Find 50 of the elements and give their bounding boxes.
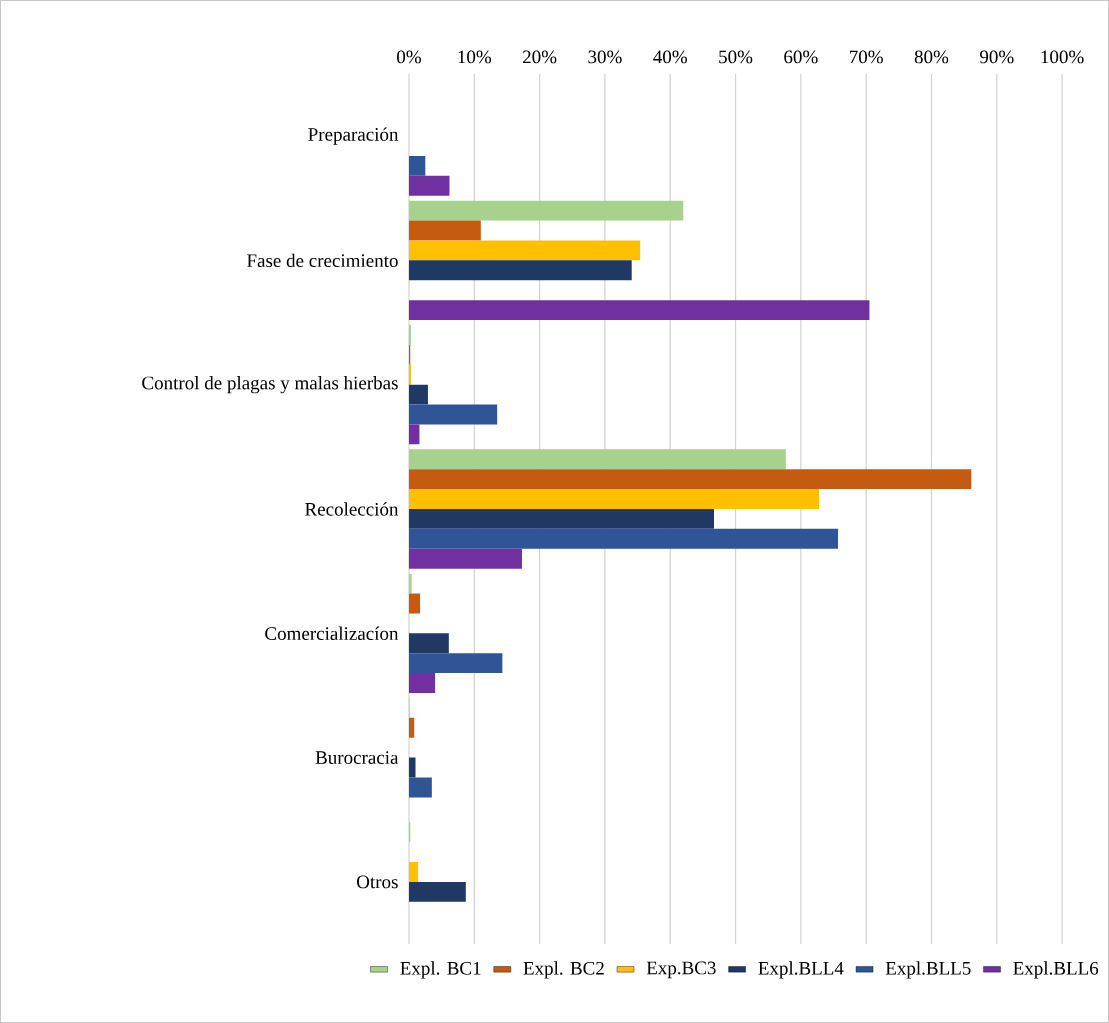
bar bbox=[408, 240, 641, 261]
x-tick-label: 60% bbox=[784, 50, 818, 64]
x-tick-label: 100% bbox=[1041, 50, 1084, 64]
bar bbox=[408, 384, 428, 405]
bar bbox=[408, 155, 426, 176]
x-tick-label: 50% bbox=[719, 50, 753, 64]
bar bbox=[408, 449, 786, 470]
bar bbox=[408, 777, 432, 798]
bar bbox=[408, 404, 498, 425]
legend-label: Expl.BLL5 bbox=[885, 961, 971, 979]
x-tick-label: 90% bbox=[979, 50, 1014, 64]
bar bbox=[408, 593, 421, 614]
bar bbox=[408, 424, 420, 445]
x-tick-label: 30% bbox=[588, 50, 622, 64]
y-tick-label: Otros bbox=[357, 875, 398, 889]
bar bbox=[408, 220, 481, 241]
bar bbox=[408, 469, 972, 490]
bar bbox=[408, 653, 503, 674]
x-tick-label: 70% bbox=[850, 50, 883, 64]
legend-label: Expl.BLL6 bbox=[1013, 961, 1099, 979]
bar bbox=[408, 862, 419, 882]
bar bbox=[408, 509, 714, 529]
bar bbox=[408, 489, 820, 509]
legend-label: Expl. BC2 bbox=[523, 961, 604, 979]
legend-label: Expl. BC1 bbox=[400, 961, 481, 979]
bar bbox=[408, 200, 684, 221]
bar bbox=[408, 673, 436, 693]
x-tick-label: 0% bbox=[397, 50, 421, 64]
bar bbox=[408, 573, 412, 594]
legend-label: Exp.BC3 bbox=[646, 961, 716, 979]
bar bbox=[408, 757, 416, 778]
x-tick-label: 80% bbox=[914, 50, 949, 64]
y-tick-label: Fase de crecimiento bbox=[247, 253, 398, 268]
legend-label: Expl.BLL4 bbox=[758, 961, 844, 979]
bar bbox=[408, 300, 870, 321]
y-tick-label: Burocracia bbox=[315, 751, 399, 764]
x-tick-label: 40% bbox=[653, 50, 687, 64]
bar bbox=[408, 717, 415, 738]
bar bbox=[408, 548, 522, 569]
bar bbox=[408, 175, 450, 196]
x-tick-label: 20% bbox=[523, 50, 557, 64]
y-tick-label: Control de plagas y malas hierbas bbox=[142, 376, 398, 394]
y-tick-label: Recolección bbox=[305, 502, 399, 516]
bar bbox=[408, 528, 839, 549]
y-tick-label: Preparación bbox=[308, 127, 399, 145]
bar bbox=[408, 633, 449, 654]
bar bbox=[408, 260, 632, 281]
y-tick-label: Comercializacíon bbox=[265, 626, 399, 641]
x-tick-label: 10% bbox=[458, 50, 492, 64]
bar bbox=[408, 881, 466, 902]
